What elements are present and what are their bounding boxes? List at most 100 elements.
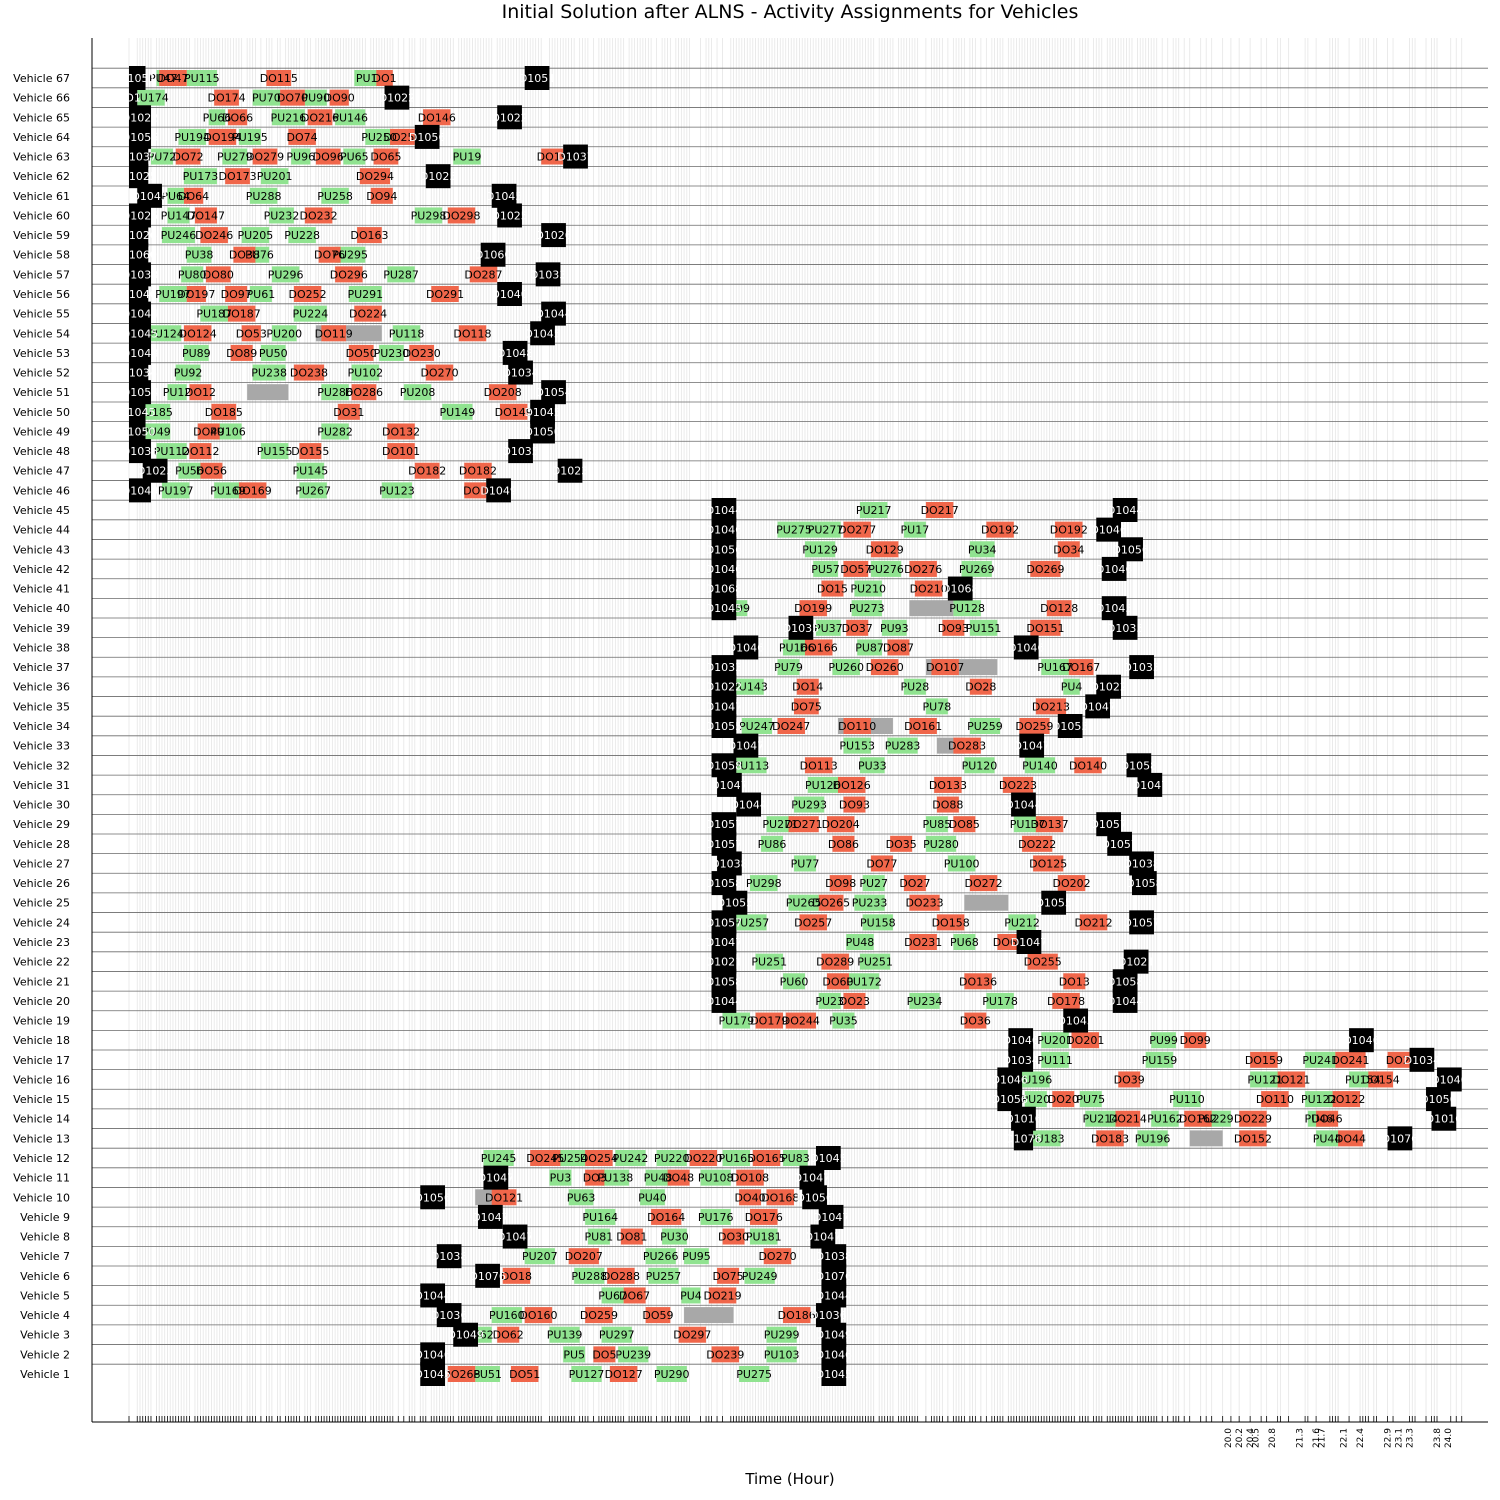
activity-bar	[348, 344, 374, 361]
activity-label: PU254	[552, 1152, 588, 1165]
activity-bar	[252, 89, 281, 106]
activity-label: PU232	[264, 209, 300, 222]
activity-bar	[848, 973, 880, 990]
activity-bar	[142, 423, 171, 440]
activity-bar	[1041, 890, 1067, 915]
activity-bar	[1261, 1091, 1289, 1108]
y-tick-label: Vehicle 62	[13, 170, 70, 183]
activity-label: DO233	[905, 897, 943, 910]
activity-label: D1046	[991, 1073, 1027, 1086]
activity-label: PU258	[317, 190, 353, 203]
activity-bar	[862, 914, 893, 931]
y-tick-label: Vehicle 60	[13, 209, 70, 222]
activity-label: D1026	[120, 229, 156, 242]
activity-label: PU275	[776, 524, 812, 537]
activity-label: D1046	[1090, 524, 1126, 537]
activity-label: DO151	[1026, 622, 1064, 635]
activity-bar	[851, 600, 882, 617]
activity-label: PU196	[1135, 1132, 1171, 1145]
activity-label: D1055	[717, 897, 753, 910]
activity-label: DO167	[1062, 661, 1100, 674]
activity-label: D1056	[122, 131, 158, 144]
activity-label: PU239	[615, 1348, 651, 1361]
activity-label: D1035	[783, 622, 819, 635]
activity-bar	[335, 246, 366, 263]
activity-label: D1046	[1431, 1073, 1467, 1086]
activity-label: D1056	[414, 1191, 450, 1204]
activity-bar	[656, 1150, 687, 1166]
activity-bar	[964, 1012, 987, 1029]
activity-bar	[942, 619, 965, 636]
activity-label: PU12	[163, 386, 192, 399]
activity-bar	[722, 1150, 751, 1166]
activity-bar	[497, 282, 522, 306]
activity-label: PU214	[1083, 1113, 1119, 1126]
activity-label: DO162	[1179, 1113, 1217, 1126]
activity-bar	[807, 776, 838, 793]
activity-label: PU68	[950, 936, 979, 949]
activity-bar	[1057, 714, 1083, 738]
activity-label: D1047	[1079, 700, 1115, 713]
y-tick-label: Vehicle 48	[13, 445, 70, 458]
activity-label: DO269	[1026, 563, 1064, 576]
activity-bar	[530, 1150, 561, 1166]
activity-bar	[315, 148, 341, 165]
activity-bar	[129, 242, 149, 267]
activity-bar	[969, 718, 1001, 734]
activity-label: PU63	[567, 1191, 596, 1204]
activity-label: DO183	[1091, 1132, 1129, 1145]
activity-bar	[909, 992, 940, 1009]
activity-bar	[601, 1326, 632, 1343]
activity-label: D1054	[122, 386, 158, 399]
activity-label: DO108	[731, 1172, 769, 1185]
activity-bar	[186, 246, 212, 263]
y-tick-label: Vehicle 32	[13, 759, 70, 772]
activity-bar	[903, 521, 926, 538]
activity-bar	[947, 576, 973, 601]
activity-label: D1046	[816, 1348, 852, 1361]
activity-label: D1044	[1005, 799, 1041, 812]
activity-bar	[662, 1228, 687, 1245]
activity-label: PU60	[780, 975, 809, 988]
activity-bar	[167, 207, 190, 224]
activity-label: D1049	[816, 1329, 852, 1342]
activity-bar	[1349, 1028, 1374, 1053]
activity-bar	[585, 1208, 616, 1225]
activity-bar	[810, 521, 841, 538]
y-tick-label: Vehicle 5	[20, 1289, 70, 1302]
activity-bar	[260, 168, 289, 185]
y-tick-label: Vehicle 8	[20, 1231, 70, 1244]
activity-label: DO178	[1047, 995, 1085, 1008]
activity-bar	[1173, 1091, 1201, 1108]
activity-label: DO288	[602, 1270, 640, 1283]
activity-label: DO194	[203, 131, 241, 144]
activity-label: DO165	[747, 1152, 785, 1165]
activity-label: DO268	[442, 1368, 480, 1381]
activity-label: DO118	[453, 327, 491, 340]
activity-label: PU164	[582, 1211, 618, 1224]
activity-bar	[997, 934, 1020, 950]
activity-bar	[755, 953, 784, 970]
activity-label: PU149	[440, 406, 476, 419]
activity-label: D1060	[120, 249, 156, 262]
y-tick-label: Vehicle 50	[13, 406, 70, 419]
activity-label: PU46	[1305, 1113, 1334, 1126]
activity-bar	[1030, 560, 1061, 577]
activity-bar	[813, 560, 838, 577]
activity-bar	[299, 443, 322, 460]
activity-bar	[711, 988, 737, 1013]
activity-bar	[491, 1307, 522, 1324]
activity-bar	[129, 419, 146, 444]
activity-label: D1058	[706, 759, 742, 772]
activity-bar	[1112, 615, 1138, 640]
activity-label: DO112	[181, 445, 219, 458]
activity-bar	[549, 1326, 580, 1343]
activity-bar	[384, 85, 410, 110]
activity-bar	[293, 286, 322, 302]
activity-label: D1057	[1123, 916, 1159, 929]
activity-label: PU257	[646, 1270, 682, 1283]
activity-label: DO14	[792, 681, 823, 694]
y-tick-label: Vehicle 49	[13, 425, 70, 438]
activity-bar	[843, 521, 871, 538]
